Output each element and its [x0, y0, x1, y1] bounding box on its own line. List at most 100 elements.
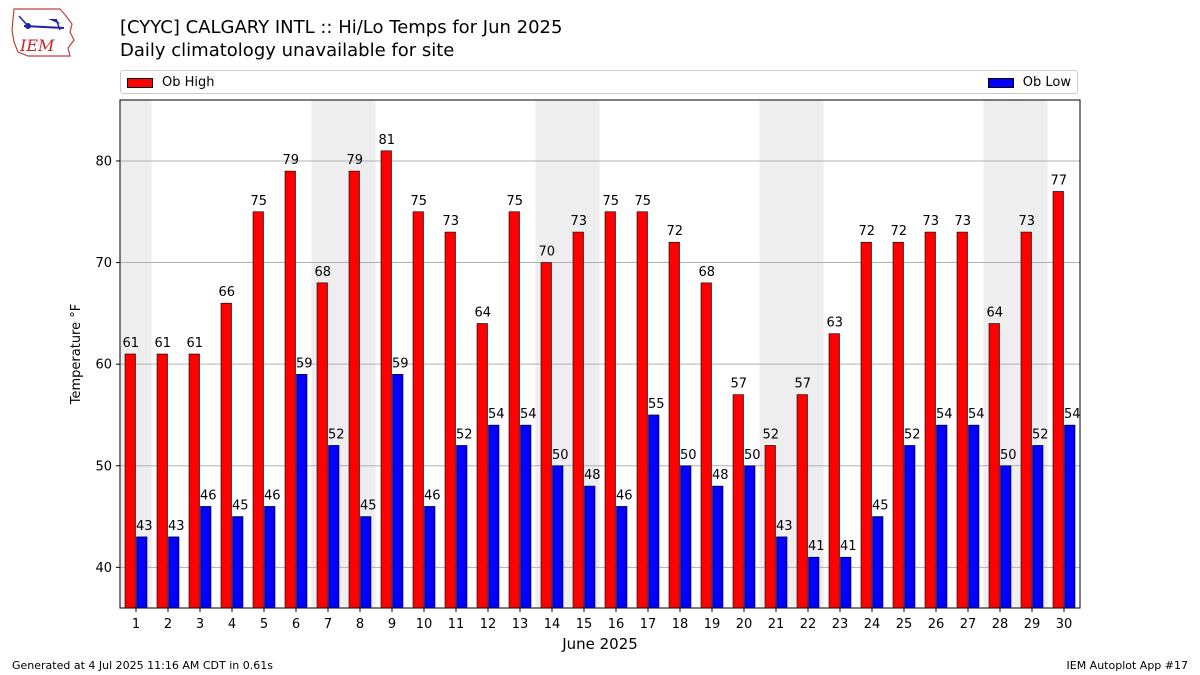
bar-low [328, 445, 340, 609]
bar-low [744, 465, 756, 609]
bar-high [156, 353, 168, 609]
bar-high [508, 211, 520, 609]
x-tick-label: 10 [416, 617, 433, 632]
bar-high [124, 353, 136, 609]
x-tick-label: 12 [480, 617, 497, 632]
x-tick-label: 25 [896, 617, 913, 632]
bar-high [604, 211, 616, 609]
data-label-high: 73 [442, 214, 459, 229]
bar-low [232, 516, 244, 609]
data-label-high: 64 [474, 306, 491, 321]
bar-high [828, 333, 840, 609]
bar-low [872, 516, 884, 609]
bar-low [648, 414, 660, 609]
data-label-low: 54 [968, 407, 985, 422]
bar-high [668, 241, 680, 609]
bar-low [456, 445, 468, 609]
data-label-high: 57 [794, 377, 811, 392]
x-tick-label: 7 [324, 617, 332, 632]
app-credit: IEM Autoplot App #17 [1066, 659, 1189, 672]
x-tick-label: 27 [960, 617, 977, 632]
x-tick-label: 14 [544, 617, 561, 632]
data-label-low: 54 [1064, 407, 1081, 422]
bar-low [616, 506, 628, 609]
x-tick-label: 23 [832, 617, 849, 632]
bar-high [988, 323, 1000, 609]
legend-swatch-high [127, 77, 153, 88]
x-tick-label: 20 [736, 617, 753, 632]
y-tick-label: 50 [95, 459, 112, 474]
data-label-low: 43 [168, 519, 185, 534]
data-label-high: 61 [154, 336, 171, 351]
x-tick-label: 1 [132, 617, 140, 632]
legend-label-high: Ob High [162, 75, 215, 90]
x-tick-label: 21 [768, 617, 785, 632]
legend-label-low: Ob Low [1022, 75, 1071, 90]
bar-high [764, 445, 776, 609]
data-label-low: 45 [872, 499, 889, 514]
x-tick-label: 22 [800, 617, 817, 632]
x-tick-label: 16 [608, 617, 625, 632]
data-label-low: 50 [680, 448, 697, 463]
data-label-high: 61 [186, 336, 203, 351]
bar-high [860, 241, 872, 609]
data-label-high: 77 [1050, 173, 1067, 188]
bar-low [168, 536, 180, 609]
bar-low [1000, 465, 1012, 609]
data-label-low: 59 [392, 356, 409, 371]
x-tick-label: 5 [260, 617, 268, 632]
bar-low [392, 374, 404, 609]
data-label-low: 41 [808, 539, 825, 554]
chart-title: [CYYC] CALGARY INTL :: Hi/Lo Temps for J… [120, 17, 563, 38]
bar-high [636, 211, 648, 609]
data-label-low: 41 [840, 539, 857, 554]
bar-low [776, 536, 788, 609]
bar-high [444, 231, 456, 609]
x-tick-label: 3 [196, 617, 204, 632]
chart-subtitle: Daily climatology unavailable for site [120, 40, 455, 61]
bar-high [1020, 231, 1032, 609]
bar-low [584, 485, 596, 609]
x-tick-label: 26 [928, 617, 945, 632]
x-tick-label: 13 [512, 617, 529, 632]
bar-low [712, 485, 724, 609]
bar-high [252, 211, 264, 609]
x-tick-label: 29 [1024, 617, 1041, 632]
data-label-low: 54 [520, 407, 537, 422]
x-axis-label: June 2025 [561, 635, 638, 653]
data-label-low: 50 [1000, 448, 1017, 463]
bar-high [572, 231, 584, 609]
data-label-low: 46 [200, 488, 217, 503]
data-label-high: 79 [282, 153, 299, 168]
bar-high [540, 262, 552, 609]
x-tick-label: 24 [864, 617, 881, 632]
bar-low [360, 516, 372, 609]
data-label-high: 73 [922, 214, 939, 229]
data-label-high: 81 [378, 133, 395, 148]
logo-text: IEM [19, 36, 55, 55]
bar-low [904, 445, 916, 609]
x-tick-label: 9 [388, 617, 396, 632]
x-tick-label: 11 [448, 617, 465, 632]
data-label-high: 64 [986, 306, 1003, 321]
data-label-high: 73 [570, 214, 587, 229]
generated-timestamp: Generated at 4 Jul 2025 11:16 AM CDT in … [12, 659, 273, 672]
data-label-low: 55 [648, 397, 665, 412]
bar-low [296, 374, 308, 609]
x-tick-label: 19 [704, 617, 721, 632]
data-label-high: 52 [762, 427, 779, 442]
data-label-low: 52 [456, 427, 473, 442]
data-label-low: 43 [776, 519, 793, 534]
bar-low [808, 556, 820, 609]
y-tick-label: 40 [95, 561, 112, 576]
data-label-high: 75 [602, 194, 619, 209]
data-label-high: 75 [506, 194, 523, 209]
data-label-high: 73 [954, 214, 971, 229]
x-tick-label: 28 [992, 617, 1009, 632]
bar-high [1052, 191, 1064, 609]
x-tick-label: 8 [356, 617, 364, 632]
data-label-high: 72 [666, 224, 683, 239]
bar-low [936, 424, 948, 609]
x-tick-label: 17 [640, 617, 657, 632]
x-tick-label: 6 [292, 617, 300, 632]
